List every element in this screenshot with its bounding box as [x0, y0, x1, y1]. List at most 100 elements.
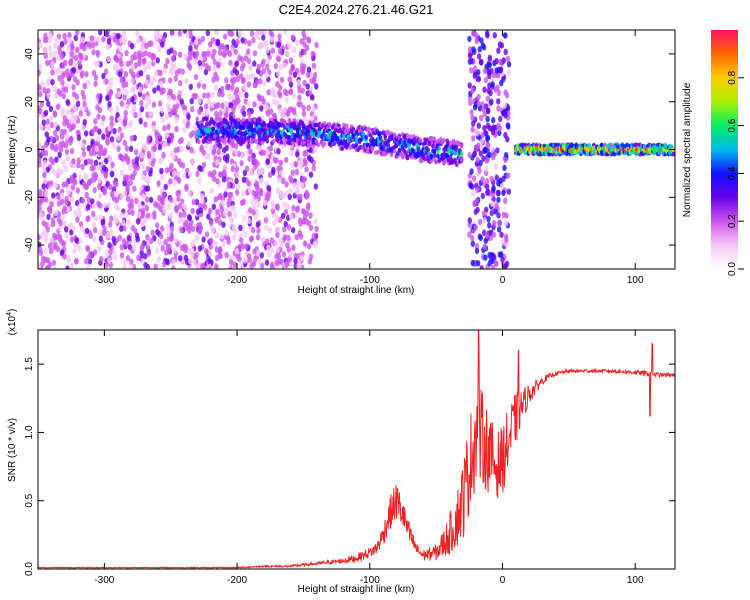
heatmap-cell [48, 207, 53, 215]
heatmap-cell [61, 159, 66, 167]
heatmap-cell [225, 206, 230, 213]
heatmap-cell [200, 35, 206, 43]
heatmap-cell [239, 65, 245, 72]
heatmap-cell [259, 95, 265, 102]
y-tick-label: -40 [24, 237, 35, 252]
heatmap-cell [207, 257, 212, 265]
y-tick-label: -20 [24, 190, 35, 205]
heatmap-cell [214, 216, 219, 224]
heatmap-cell [496, 89, 502, 97]
heatmap-cell [496, 226, 502, 233]
heatmap-cell [304, 166, 309, 173]
y-tick-label: 20 [24, 96, 35, 108]
heatmap-cell [269, 237, 274, 244]
heatmap-cell [78, 174, 83, 181]
heatmap-cell [471, 135, 476, 142]
heatmap-cell [72, 61, 77, 68]
heatmap-cell [429, 153, 434, 159]
heatmap-cell [228, 139, 233, 145]
heatmap-cell [491, 231, 497, 238]
heatmap-cell [45, 166, 50, 173]
heatmap-cell [276, 70, 281, 77]
heatmap-cell [272, 157, 277, 164]
heatmap-cell [196, 208, 201, 215]
heatmap-cell [139, 249, 144, 257]
heatmap-cell [280, 177, 286, 185]
heatmap-cell [275, 214, 280, 222]
heatmap-cell [243, 136, 247, 142]
heatmap-cell [156, 45, 162, 52]
heatmap-cell [392, 148, 397, 154]
heatmap-cell [405, 133, 410, 138]
heatmap-cell [222, 210, 228, 217]
heatmap-cell [267, 171, 273, 178]
heatmap-cell [80, 163, 85, 170]
heatmap-cell [177, 30, 182, 37]
heatmap-cell [137, 55, 142, 63]
heatmap-cell [476, 69, 481, 76]
heatmap-cell [64, 195, 69, 203]
heatmap-cell [224, 100, 229, 108]
heatmap-cell [112, 36, 117, 43]
heatmap-cell [288, 251, 293, 259]
heatmap-cell [53, 234, 58, 241]
heatmap-cell [160, 87, 165, 94]
heatmap-cell [179, 226, 184, 234]
heatmap-cell [145, 95, 150, 102]
heatmap-cell [209, 219, 214, 226]
heatmap-cell [241, 190, 246, 197]
heatmap-cell [78, 237, 83, 244]
heatmap-cell [138, 70, 144, 77]
heatmap-cell [152, 145, 157, 153]
heatmap-cell [149, 237, 154, 244]
heatmap-cell [367, 126, 372, 132]
heatmap-cell [93, 227, 98, 234]
heatmap-cell [212, 144, 218, 151]
heatmap-cell [93, 215, 99, 222]
heatmap-cell [288, 88, 293, 95]
heatmap-cell [123, 109, 128, 117]
heatmap-cell [55, 171, 60, 178]
heatmap-cell [171, 153, 176, 161]
heatmap-cell [104, 249, 109, 256]
heatmap-cell [64, 232, 69, 239]
heatmap-cell [232, 234, 237, 241]
heatmap-cell [247, 217, 252, 224]
heatmap-cell [468, 67, 474, 74]
heatmap-cell [453, 150, 458, 156]
heatmap-cell [305, 83, 310, 90]
heatmap-cell [254, 139, 258, 144]
heatmap-cell [274, 259, 279, 267]
heatmap-cell [496, 196, 501, 203]
heatmap-cell [223, 191, 228, 198]
heatmap-cell [302, 240, 308, 247]
heatmap-cell [82, 100, 87, 107]
heatmap-cell [93, 60, 98, 67]
heatmap-cell [92, 186, 97, 194]
heatmap-cell [493, 163, 499, 170]
heatmap-cell [265, 138, 270, 144]
heatmap-cell [247, 40, 252, 47]
heatmap-cell [284, 50, 290, 58]
heatmap-cell [206, 98, 212, 106]
heatmap-cell [291, 140, 295, 146]
heatmap-cell [86, 145, 92, 152]
heatmap-cell [495, 147, 500, 154]
heatmap-cell [255, 234, 261, 241]
heatmap-cell [177, 80, 183, 87]
snr-xlabel: Height of straight line (km) [298, 584, 415, 595]
heatmap-cell [166, 230, 171, 238]
heatmap-cell [258, 187, 264, 195]
heatmap-cell [234, 148, 239, 156]
heatmap-cell [297, 126, 302, 132]
heatmap-cell [235, 38, 240, 46]
heatmap-cell [190, 207, 195, 215]
heatmap-cell [123, 70, 129, 78]
heatmap-cell [177, 203, 183, 210]
x-tick-label: 0 [500, 275, 506, 286]
heatmap-cell [114, 180, 119, 188]
heatmap-cell [176, 170, 181, 177]
heatmap-cell [38, 211, 44, 218]
heatmap-cell [474, 129, 480, 136]
heatmap-cell [625, 142, 629, 148]
